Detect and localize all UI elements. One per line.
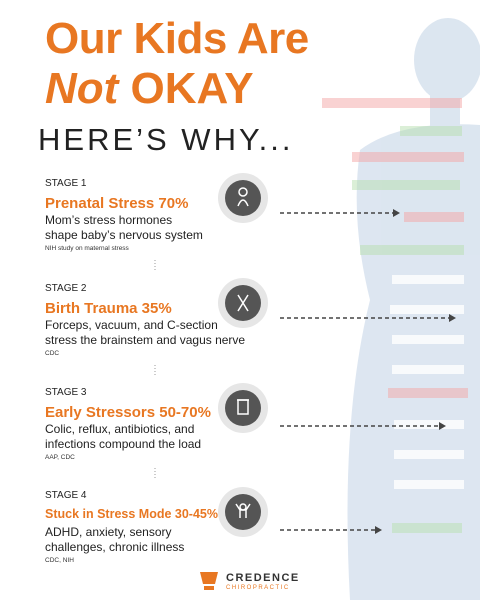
- stage-description: Forceps, vacuum, and C-section: [45, 318, 218, 332]
- subtitle: HERE’S WHY...: [38, 122, 294, 157]
- stage-description: infections compound the load: [45, 437, 202, 451]
- stage-source: CDC, NIH: [45, 557, 74, 564]
- stage-heading: Stuck in Stress Mode 30-45%: [45, 507, 218, 521]
- stage-heading: Prenatal Stress 70%: [45, 195, 189, 212]
- stage-label: STAGE 3: [45, 387, 87, 398]
- title-line: Not OKAY: [45, 64, 254, 114]
- stage-source: AAP, CDC: [45, 454, 75, 461]
- title-not: Not: [45, 64, 119, 113]
- stage-heading: Birth Trauma 35%: [45, 300, 172, 317]
- stage-heading: Early Stressors 50-70%: [45, 404, 211, 421]
- title-okay: OKAY: [130, 64, 254, 113]
- stage-label: STAGE 1: [45, 178, 87, 189]
- stage-description: Mom’s stress hormones: [45, 213, 173, 227]
- brand-name: CREDENCE: [226, 572, 300, 584]
- stage-description: stress the brainstem and vagus nerve: [45, 333, 246, 347]
- stage-description: Colic, reflux, antibiotics, and: [45, 422, 195, 436]
- title: Our Kids Are: [45, 14, 309, 63]
- stage-description: shape baby’s nervous system: [45, 228, 203, 242]
- stage-source: NIH study on maternal stress: [45, 245, 129, 252]
- brand-tagline: CHIROPRACTIC: [226, 585, 290, 591]
- stage-description: challenges, chronic illness: [45, 540, 185, 554]
- stage-source: CDC: [45, 350, 60, 357]
- stage-label: STAGE 4: [45, 490, 87, 501]
- stage-description: ADHD, anxiety, sensory: [45, 525, 172, 539]
- stage-label: STAGE 2: [45, 283, 87, 294]
